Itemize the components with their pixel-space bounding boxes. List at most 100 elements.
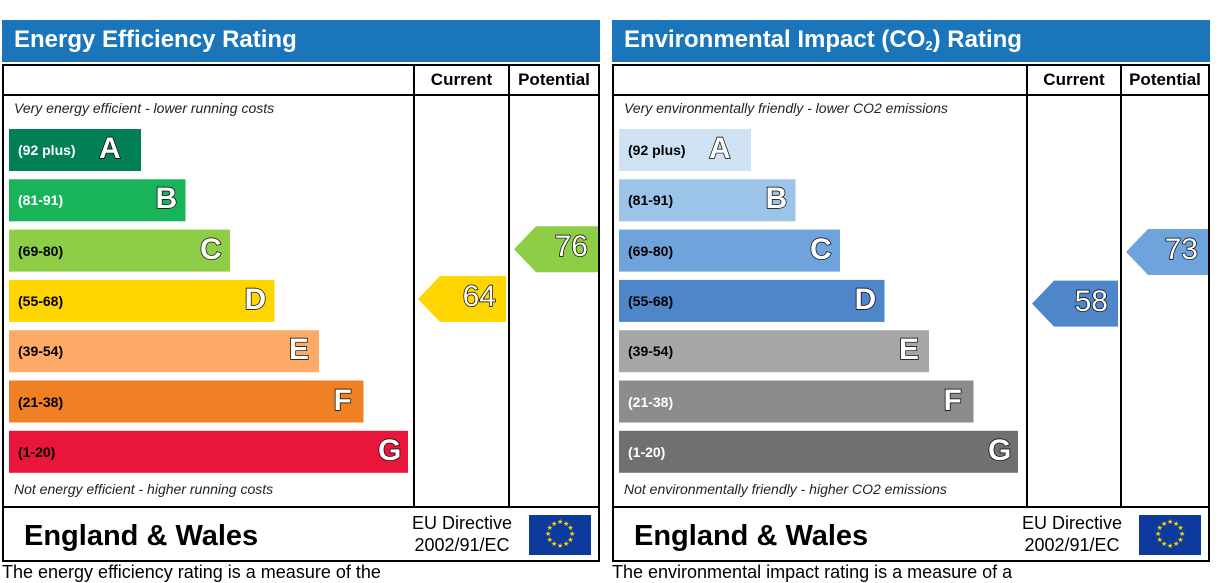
eer-potential-header: Potential (510, 66, 598, 96)
eir-band-range-c: (69-80) (628, 242, 674, 259)
eu-flag-star-icon: ★ (563, 520, 570, 528)
eer-band-letter-d: D (244, 282, 267, 316)
eu-flag-star-icon: ★ (546, 525, 553, 532)
eir-band-c (619, 229, 840, 272)
eir-current-arrow (1032, 280, 1118, 327)
eir-band-b (619, 179, 796, 222)
eer-band-d (9, 279, 275, 322)
eir-title: Environmental Impact (CO2) Rating (624, 20, 1022, 66)
eu-flag-star-icon: ★ (1179, 531, 1186, 538)
eer-band-range-f: (21-38) (18, 393, 64, 410)
eu-flag-star-icon: ★ (563, 541, 570, 549)
eir-divider-2 (1120, 66, 1122, 509)
eu-flag-star-icon: ★ (1173, 541, 1180, 549)
eu-flag-star-icon: ★ (1161, 520, 1168, 528)
eer-divider-1 (413, 66, 415, 509)
eir-band-letter-e: E (898, 332, 920, 367)
eer-band-f (9, 380, 364, 423)
eer-bottom-description: Not energy efficient - higher running co… (14, 481, 274, 497)
eer-band-g (9, 430, 408, 473)
eir-frame: Current Potential Very environmentally f… (612, 64, 1210, 511)
eu-flag-star-icon: ★ (1177, 537, 1184, 544)
eir-band-range-d: (55-68) (628, 292, 674, 309)
eir-band-letter-d: D (854, 282, 877, 316)
eer-band-letter-c: C (199, 232, 222, 266)
eir-top-rule (614, 94, 1028, 96)
eer-band-range-c: (69-80) (18, 242, 64, 259)
eu-flag-star-icon: ★ (567, 525, 574, 532)
eir-band-d (619, 279, 885, 322)
eer-potential-score: 76 (554, 230, 589, 264)
eer-band-letter-a: A (98, 131, 121, 165)
eir-country: England & Wales (634, 520, 869, 552)
eu-flag-star-icon: ★ (545, 531, 552, 538)
eer-header-bar: Energy Efficiency Rating (2, 20, 600, 62)
eir-title-end: ) Rating (932, 26, 1022, 53)
eu-flag-icon: ★ ★ ★ ★ ★ ★ ★ ★ ★ ★ ★ ★ (529, 515, 591, 555)
eir-band-range-a: (92 plus) (628, 142, 686, 158)
eer-divider-2 (508, 66, 510, 509)
eir-bottom-description: Not environmentally friendly - higher CO… (624, 481, 947, 497)
eer-top-rule (4, 94, 415, 96)
eir-band-letter-c: C (809, 232, 832, 266)
eu-flag-star-icon: ★ (1167, 519, 1174, 526)
eer-band-range-a: (92 plus) (18, 142, 76, 158)
eer-directive-line1: EU Directive (411, 513, 513, 533)
eir-potential-header: Potential (1122, 66, 1208, 96)
eer-bottom-text: The energy efficiency rating is a measur… (2, 562, 381, 582)
eir-directive-line2: 2002/91/EC (1024, 535, 1120, 555)
eer-band-b (9, 179, 186, 222)
eer-band-range-d: (55-68) (18, 292, 64, 309)
eir-band-letter-a: A (708, 131, 731, 165)
eer-country: England & Wales (24, 520, 259, 552)
eir-band-letter-f: F (943, 383, 963, 417)
eir-band-range-g: (1-20) (628, 443, 666, 460)
eu-flag-star-icon: ★ (1156, 525, 1163, 532)
eer-band-a (9, 129, 141, 171)
eer-band-e (9, 330, 319, 373)
eir-band-range-f: (21-38) (628, 393, 674, 410)
eer-top-description: Very energy efficient - lower running co… (14, 100, 275, 116)
eir-band-f (619, 380, 974, 423)
eer-current-arrow (418, 275, 506, 322)
eu-flag-star-icon: ★ (546, 537, 553, 544)
eu-flag-star-icon: ★ (1167, 543, 1174, 550)
eer-band-letter-g: G (377, 433, 402, 467)
eir-header-bar: Environmental Impact (CO2) Rating (612, 20, 1210, 62)
eu-flag-star-icon: ★ (1155, 531, 1162, 538)
eu-flag-star-icon: ★ (1161, 541, 1168, 549)
eir-band-letter-b: B (765, 182, 788, 216)
eer-band-letter-e: E (288, 332, 310, 367)
eir-directive-line1: EU Directive (1021, 513, 1123, 533)
eer-directive: EU Directive 2002/91/EC (398, 512, 526, 556)
eu-flag-star-icon: ★ (567, 537, 574, 544)
eer-band-letter-b: B (155, 182, 178, 216)
eer-band-range-b: (81-91) (18, 192, 64, 209)
eir-band-e (619, 330, 929, 373)
eir-footer: England & Wales EU Directive 2002/91/EC … (612, 506, 1210, 562)
eir-directive: EU Directive 2002/91/EC (1008, 512, 1136, 556)
eir-band-range-e: (39-54) (628, 343, 674, 360)
eir-band-letter-g: G (987, 433, 1012, 467)
eer-potential-arrow (514, 226, 598, 273)
environmental-impact-chart: Environmental Impact (CO2) Rating Curren… (612, 0, 1210, 582)
eer-frame: Current Potential Very energy efficient … (2, 64, 600, 511)
eir-potential-arrow (1126, 228, 1208, 275)
eir-current-header: Current (1028, 66, 1120, 96)
eir-bottom-text: The environmental impact rating is a mea… (612, 562, 1013, 582)
eu-flag-star-icon: ★ (569, 531, 576, 538)
eu-flag-star-icon: ★ (1177, 525, 1184, 532)
eer-current-score: 64 (462, 279, 497, 313)
eu-flag-star-icon: ★ (1173, 520, 1180, 528)
eu-flag-star-icon: ★ (557, 543, 564, 550)
eir-title-main: Environmental Impact (CO (624, 26, 926, 53)
eu-flag-icon: ★ ★ ★ ★ ★ ★ ★ ★ ★ ★ ★ ★ (1139, 515, 1201, 555)
eir-potential-score: 73 (1164, 232, 1199, 266)
eu-flag-star-icon: ★ (551, 541, 558, 549)
eir-band-range-b: (81-91) (628, 192, 674, 209)
eir-title-sub: 2 (925, 38, 933, 53)
eer-band-range-g: (1-20) (18, 443, 56, 460)
eer-bands-svg (9, 129, 598, 473)
eir-top-description: Very environmentally friendly - lower CO… (624, 100, 948, 116)
eer-band-c (9, 229, 230, 272)
